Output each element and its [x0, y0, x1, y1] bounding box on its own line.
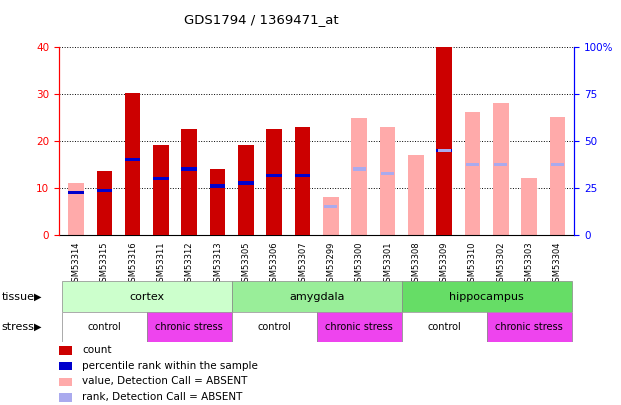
Text: chronic stress: chronic stress — [495, 322, 563, 332]
Bar — [181, 167, 197, 171]
Bar — [323, 197, 338, 235]
Bar — [181, 129, 197, 235]
Bar — [295, 127, 310, 235]
Bar — [551, 163, 564, 166]
Text: control: control — [88, 322, 121, 332]
Bar — [96, 171, 112, 235]
Bar — [465, 113, 480, 235]
Bar — [466, 163, 479, 166]
Bar — [59, 362, 72, 371]
Text: value, Detection Call = ABSENT: value, Detection Call = ABSENT — [82, 377, 248, 386]
Bar — [232, 312, 317, 342]
Text: GDS1794 / 1369471_at: GDS1794 / 1369471_at — [184, 13, 338, 26]
Bar — [550, 117, 565, 235]
Bar — [381, 172, 394, 175]
Bar — [487, 312, 571, 342]
Bar — [125, 93, 140, 235]
Bar — [210, 184, 225, 188]
Text: chronic stress: chronic stress — [155, 322, 223, 332]
Bar — [62, 281, 232, 312]
Bar — [437, 47, 452, 235]
Bar — [521, 178, 537, 235]
Bar — [402, 281, 571, 312]
Bar — [68, 183, 84, 235]
Bar — [96, 189, 112, 192]
Bar — [153, 177, 169, 180]
Bar — [266, 129, 282, 235]
Text: hippocampus: hippocampus — [449, 292, 524, 302]
Bar — [238, 145, 254, 235]
Bar — [59, 393, 72, 402]
Text: amygdala: amygdala — [289, 292, 345, 302]
Text: chronic stress: chronic stress — [325, 322, 393, 332]
Bar — [68, 191, 84, 194]
Text: rank, Detection Call = ABSENT: rank, Detection Call = ABSENT — [82, 392, 243, 402]
Text: control: control — [257, 322, 291, 332]
Bar — [147, 312, 232, 342]
Text: percentile rank within the sample: percentile rank within the sample — [82, 361, 258, 371]
Text: stress: stress — [1, 322, 34, 332]
Bar — [402, 312, 487, 342]
Bar — [379, 127, 396, 235]
Bar — [59, 377, 72, 386]
Bar — [210, 169, 225, 235]
Bar — [438, 149, 451, 152]
Bar — [238, 181, 254, 185]
Bar — [408, 155, 424, 235]
Bar — [317, 312, 402, 342]
Bar — [494, 163, 507, 166]
Bar — [153, 145, 169, 235]
Bar — [351, 118, 367, 235]
Bar — [353, 167, 366, 171]
Bar — [493, 103, 509, 235]
Text: count: count — [82, 345, 112, 355]
Text: control: control — [427, 322, 461, 332]
Bar — [295, 174, 310, 177]
Bar — [125, 158, 140, 161]
Bar — [62, 312, 147, 342]
Bar — [437, 149, 452, 152]
Text: ▶: ▶ — [34, 292, 42, 302]
Bar — [232, 281, 402, 312]
Bar — [59, 346, 72, 355]
Bar — [324, 205, 337, 208]
Text: ▶: ▶ — [34, 322, 42, 332]
Bar — [266, 174, 282, 177]
Text: cortex: cortex — [129, 292, 165, 302]
Text: tissue: tissue — [1, 292, 34, 302]
